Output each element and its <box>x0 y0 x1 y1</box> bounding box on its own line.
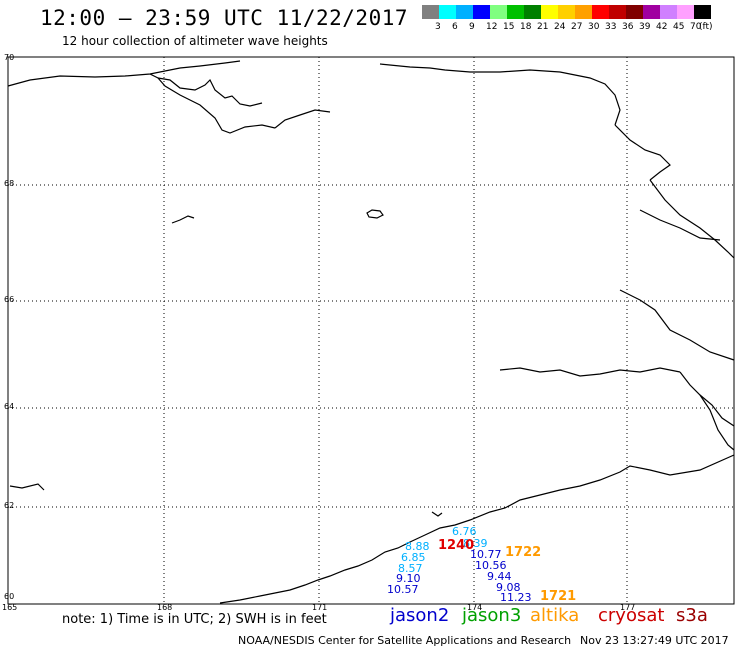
colorbar-swatch <box>694 5 711 19</box>
lon-label-177: 177 <box>620 603 636 612</box>
colorbar-swatch <box>473 5 490 19</box>
colorbar-tick-label: 3 <box>435 22 441 32</box>
graticule <box>8 57 734 604</box>
swh-observation: 8.39 <box>463 537 488 550</box>
colorbar-tick-label: 70 <box>690 22 702 32</box>
pass-time-label: 1240 <box>438 538 475 553</box>
colorbar-tick-label: 18 <box>520 22 532 32</box>
colorbar-swatch <box>439 5 456 19</box>
lat-label-62: 62 <box>4 501 15 510</box>
footer-note: note: 1) Time is in UTC; 2) SWH is in fe… <box>62 612 327 627</box>
colorbar-swatch <box>575 5 592 19</box>
legend-jason2: jason2 <box>390 605 450 626</box>
lat-label-70: 70 <box>4 53 15 62</box>
colorbar-swatch <box>456 5 473 19</box>
colorbar-tick-label: 24 <box>554 22 566 32</box>
colorbar-swatch <box>660 5 677 19</box>
generation-timestamp: Nov 23 13:27:49 UTC 2017 <box>580 634 729 647</box>
colorbar-tick-label: 42 <box>656 22 668 32</box>
colorbar-swatch <box>507 5 524 19</box>
colorbar-swatch <box>609 5 626 19</box>
lat-label-60: 60 <box>4 592 15 601</box>
lon-label-174: 174 <box>467 603 483 612</box>
legend-cryosat: cryosat <box>598 605 665 626</box>
pass-time-label: 1721 <box>540 589 577 604</box>
colorbar-tick-label: 36 <box>622 22 634 32</box>
swh-observation: 8.57 <box>398 562 423 575</box>
colorbar-tick-label: 33 <box>605 22 617 32</box>
swh-observation: 6.85 <box>401 551 426 564</box>
map-subtitle: 12 hour collection of altimeter wave hei… <box>62 34 328 48</box>
colorbar-swatch <box>490 5 507 19</box>
lat-label-68: 68 <box>4 179 15 188</box>
legend-jason3: jason3 <box>462 605 522 626</box>
lon-label-168: 168 <box>157 603 173 612</box>
colorbar-swatch <box>677 5 694 19</box>
colorbar-swatch <box>422 5 439 19</box>
colorbar-tick-label: 45 <box>673 22 685 32</box>
colorbar-tick-label: 27 <box>571 22 583 32</box>
legend-s3a: s3a <box>676 605 708 626</box>
colorbar-swatch <box>643 5 660 19</box>
pass-time-label: 1722 <box>505 545 542 560</box>
swh-observation: 10.77 <box>470 548 502 561</box>
credit-text: NOAA/NESDIS Center for Satellite Applica… <box>238 634 572 647</box>
colorbar-swatch <box>626 5 643 19</box>
colorbar-tick-label: 39 <box>639 22 651 32</box>
colorbar-swatch <box>524 5 541 19</box>
swh-observation: 10.57 <box>387 583 419 596</box>
map-title: 12:00 – 23:59 UTC 11/22/2017 <box>40 6 409 30</box>
colorbar-swatch <box>592 5 609 19</box>
swh-observation: 9.10 <box>396 572 421 585</box>
colorbar-swatch <box>541 5 558 19</box>
map-frame <box>7 56 735 605</box>
swh-observation: 6.76 <box>452 525 477 538</box>
colorbar-tick-label: 30 <box>588 22 600 32</box>
colorbar-tick-label: 21 <box>537 22 549 32</box>
legend-altika: altika <box>530 605 580 626</box>
swh-observation: 11.23 <box>500 591 532 604</box>
colorbar-tick-label: 9 <box>469 22 475 32</box>
colorbar-unit-label: (ft) <box>699 22 713 32</box>
colorbar-tick-label: 15 <box>503 22 515 32</box>
coastline <box>7 60 735 604</box>
swh-observation: 8.88 <box>405 540 430 553</box>
colorbar-tick-label: 6 <box>452 22 458 32</box>
lat-label-66: 66 <box>4 295 15 304</box>
colorbar-tick-label: 12 <box>486 22 498 32</box>
swh-observation: 9.44 <box>487 570 512 583</box>
swh-observation: 10.56 <box>475 559 507 572</box>
colorbar-swatch <box>558 5 575 19</box>
lat-label-64: 64 <box>4 402 15 411</box>
lon-label-165: 165 <box>2 603 18 612</box>
swh-observation: 9.08 <box>496 581 521 594</box>
lon-label-171: 171 <box>312 603 328 612</box>
